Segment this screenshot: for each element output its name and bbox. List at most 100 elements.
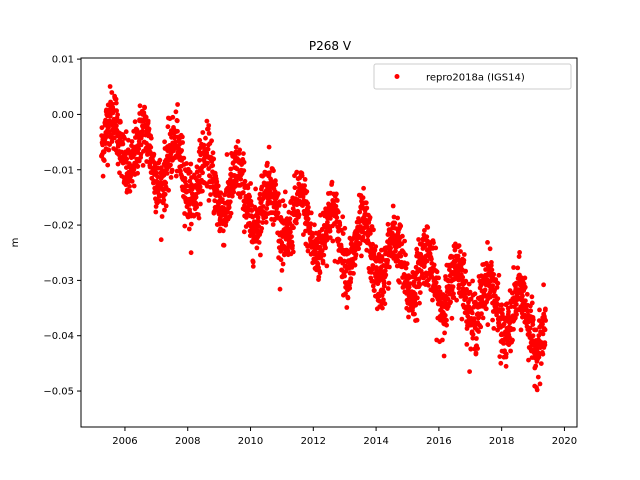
data-point [497,354,503,359]
data-point [209,138,215,144]
data-point [386,280,392,286]
data-point [491,272,497,277]
data-point [162,139,168,145]
data-point [291,225,296,231]
data-point [316,274,322,280]
data-point [186,226,192,232]
data-point [173,173,179,179]
data-point [543,318,548,323]
data-point [412,311,417,317]
y-axis-ticks: 0.01 0.00 −0.01 −0.02 −0.03 −0.04 −0.05 [43,55,81,398]
data-point [324,263,330,269]
data-point [266,144,272,150]
data-point [334,215,340,221]
data-point [201,142,207,148]
data-point [406,314,411,320]
data-point [224,152,230,157]
data-point [347,285,353,291]
data-point [125,137,131,143]
data-point [352,262,358,268]
data-point [105,162,111,168]
data-point [229,193,235,199]
data-point [470,278,475,284]
data-point [388,245,393,251]
data-point [468,346,474,352]
data-point [263,214,269,220]
data-point [304,189,310,195]
data-point [174,118,180,124]
data-point [267,170,272,176]
data-point [368,231,373,236]
data-point [294,169,300,175]
data-point [373,244,379,250]
legend-marker [394,74,400,79]
data-point [537,307,542,313]
data-point [323,245,328,251]
data-point [361,185,366,191]
data-point [464,342,470,347]
data-point [249,208,255,213]
data-point [345,295,351,301]
data-point [271,168,276,174]
data-point [485,322,491,328]
data-point [188,161,194,167]
data-point [468,296,474,302]
data-point [381,283,387,289]
data-point [403,252,408,258]
data-point [289,239,295,245]
data-point [197,137,203,143]
data-point [483,306,489,312]
data-point [315,239,320,245]
data-point [511,326,516,332]
data-point [337,222,343,228]
data-point [485,240,490,245]
data-point [124,156,130,162]
data-point [107,113,113,119]
data-point [324,233,329,239]
data-point [113,100,119,106]
data-point [490,317,495,323]
data-point [413,301,419,307]
data-point [444,317,449,323]
data-point [277,286,283,292]
data-point [299,173,305,179]
data-point [205,160,210,166]
data-point [140,128,146,134]
data-point [412,291,418,297]
data-point [395,215,400,221]
data-point [129,139,135,144]
data-point [518,327,524,333]
data-point [132,152,137,157]
data-point [194,204,200,210]
data-point [231,189,237,195]
data-point [321,252,327,258]
data-point [514,312,519,317]
data-point [162,207,167,213]
data-point [442,313,448,318]
data-point [431,262,437,268]
data-point [288,229,293,235]
data-point [452,247,458,253]
data-point [278,257,284,263]
data-point [187,169,193,175]
data-point [319,248,325,254]
data-point [285,248,291,254]
data-point [168,162,173,168]
data-point [494,285,500,290]
data-point [206,198,212,203]
x-tick-label: 2014 [363,436,388,447]
data-point [439,300,445,306]
data-point [165,124,171,130]
data-point [305,248,311,254]
data-point [280,198,286,204]
data-point [359,253,364,259]
data-point [255,215,261,221]
data-point [228,166,234,172]
data-point [250,259,256,265]
x-tick-label: 2012 [301,436,326,447]
data-point [148,135,154,141]
axes-frame [80,57,578,428]
data-point [287,216,293,222]
data-point [240,190,246,195]
